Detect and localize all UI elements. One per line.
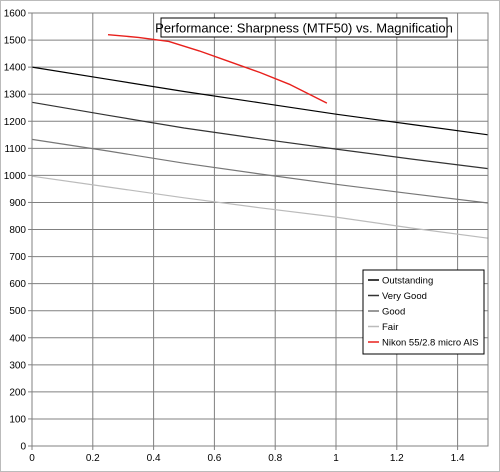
series-line-3 (31, 175, 489, 239)
legend-label: Fair (382, 322, 398, 333)
x-tick-label: 0 (29, 453, 35, 464)
x-tick-label: 1 (333, 453, 339, 464)
series-lines (31, 34, 489, 239)
series-line-2 (31, 138, 489, 204)
y-axis: 0 100 200 300 400 500 600 700 800 900 1000 1100 1200… (4, 9, 32, 453)
x-tick-label: 0.2 (86, 453, 100, 464)
y-tick-label: 1300 (4, 90, 27, 101)
y-tick-label: 1000 (4, 171, 27, 182)
legend-box (362, 269, 485, 355)
y-tick-label: 1600 (4, 9, 27, 20)
x-tick-label: 1.4 (451, 453, 465, 464)
gridlines (32, 12, 488, 447)
x-axis: 0 0.2 0.4 0.6 0.8 1 1.2 1.4 (29, 446, 465, 464)
chart-title-box: Performance: Sharpness (MTF50) vs. Magni… (155, 17, 453, 38)
y-tick-label: 400 (9, 333, 26, 344)
y-tick-label: 1200 (4, 117, 27, 128)
x-tick-label: 0.8 (268, 453, 282, 464)
legend-label: Outstanding (382, 276, 433, 287)
y-tick-label: 500 (9, 306, 26, 317)
y-tick-label: 900 (9, 198, 26, 209)
y-tick-label: 700 (9, 252, 26, 263)
series-line-1 (31, 101, 489, 170)
y-tick-label: 100 (9, 414, 26, 425)
chart-title: Performance: Sharpness (MTF50) vs. Magni… (155, 21, 453, 36)
x-tick-label: 0.6 (207, 453, 221, 464)
series-line-4 (107, 34, 328, 104)
y-tick-label: 200 (9, 387, 26, 398)
y-tick-label: 1100 (4, 144, 26, 155)
legend-label: Nikon 55/2.8 micro AIS (382, 338, 479, 349)
y-tick-label: 800 (9, 225, 26, 236)
legend-label: Good (382, 307, 405, 318)
y-tick-label: 0 (20, 442, 26, 453)
y-tick-label: 1400 (4, 63, 27, 74)
series-line-0 (31, 66, 489, 136)
y-tick-label: 600 (9, 279, 26, 290)
x-tick-label: 0.4 (147, 453, 161, 464)
legend: Outstanding Very Good Good Fair Nikon 55/2.8… (362, 269, 485, 355)
y-tick-label: 1500 (4, 36, 27, 47)
y-tick-label: 300 (9, 360, 26, 371)
x-tick-label: 1.2 (390, 453, 404, 464)
legend-label: Very Good (382, 291, 427, 302)
